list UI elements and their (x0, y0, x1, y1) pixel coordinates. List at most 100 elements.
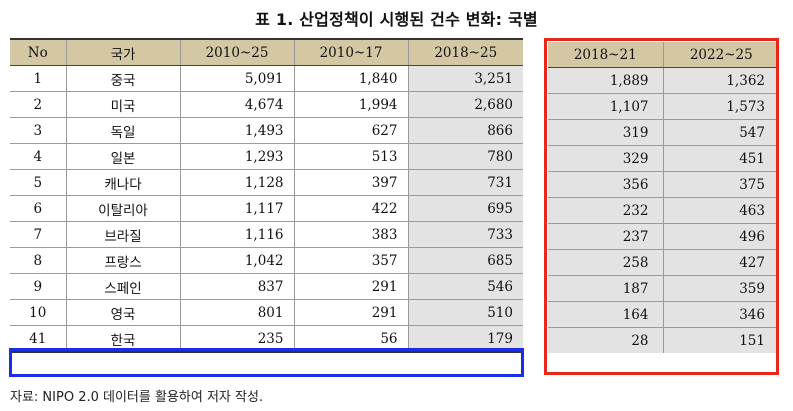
cell-no: 9 (10, 273, 66, 300)
cell-2022-25: 1,362 (662, 67, 779, 94)
cell-2018-21: 1,889 (548, 67, 663, 94)
cell-country: 프랑스 (65, 247, 180, 274)
cell-2022-25: 427 (662, 249, 779, 276)
cell-no: 8 (10, 247, 66, 274)
cell-2010-25: 5,091 (179, 65, 294, 92)
cell-2018-21: 232 (548, 197, 663, 224)
cell-2022-25: 151 (662, 327, 779, 353)
cell-2022-25: 1,573 (662, 93, 779, 120)
cell-country: 영국 (65, 299, 180, 326)
cell-country: 독일 (65, 117, 180, 144)
table-row: 8 프랑스 1,042 357 685 (10, 247, 523, 274)
cell-2010-17: 513 (293, 143, 408, 170)
cell-no: 41 (10, 325, 66, 353)
table-row: 164 346 (548, 301, 779, 328)
cell-country: 이탈리아 (65, 195, 180, 222)
cell-country: 브라질 (65, 221, 180, 248)
cell-country: 일본 (65, 143, 180, 170)
cell-no: 6 (10, 195, 66, 222)
cell-no: 2 (10, 91, 66, 118)
header-no: No (10, 39, 66, 66)
cell-2018-21: 187 (548, 275, 663, 302)
cell-2018-25: 780 (407, 143, 523, 170)
table-row: 319 547 (548, 119, 779, 146)
cell-2010-25: 235 (179, 325, 294, 353)
cell-country: 중국 (65, 65, 180, 92)
cell-2018-25: 685 (407, 247, 523, 274)
cell-2018-25: 733 (407, 221, 523, 248)
table-row: 41 한국 235 56 179 (10, 325, 523, 353)
cell-2010-25: 1,493 (179, 117, 294, 144)
period-split-table: 2018~21 2022~25 1,889 1,362 1,107 1,573 319 5… (548, 42, 779, 353)
period-split-header-row: 2018~21 2022~25 (548, 42, 779, 68)
cell-2018-21: 258 (548, 249, 663, 276)
cell-2010-17: 1,840 (293, 65, 408, 92)
header-2022-25: 2022~25 (662, 42, 779, 68)
cell-2018-25: 866 (407, 117, 523, 144)
cell-no: 7 (10, 221, 66, 248)
table-row: 258 427 (548, 249, 779, 276)
table-row: 10 영국 801 291 510 (10, 299, 523, 326)
table-row: 1,107 1,573 (548, 93, 779, 120)
cell-2010-17: 291 (293, 299, 408, 326)
source-note: 자료: NIPO 2.0 데이터를 활용하여 저자 작성. (10, 390, 264, 405)
header-2018-25: 2018~25 (407, 39, 523, 66)
cell-2010-17: 1,994 (293, 91, 408, 118)
header-country: 국가 (65, 39, 180, 66)
table-row: 237 496 (548, 223, 779, 250)
cell-2010-17: 383 (293, 221, 408, 248)
cell-2022-25: 451 (662, 145, 779, 172)
table-row: 3 독일 1,493 627 866 (10, 117, 523, 144)
header-2018-21: 2018~21 (548, 42, 663, 68)
cell-2018-25: 2,680 (407, 91, 523, 118)
cell-2018-21: 319 (548, 119, 663, 146)
table-row: 329 451 (548, 145, 779, 172)
table-row: 356 375 (548, 171, 779, 198)
cell-2010-17: 291 (293, 273, 408, 300)
cell-2018-21: 237 (548, 223, 663, 250)
cell-2022-25: 496 (662, 223, 779, 250)
cell-2018-21: 356 (548, 171, 663, 198)
cell-2010-25: 1,116 (179, 221, 294, 248)
header-2010-17: 2010~17 (293, 39, 408, 66)
cell-2022-25: 463 (662, 197, 779, 224)
cell-2010-17: 56 (293, 325, 408, 353)
cell-2010-17: 357 (293, 247, 408, 274)
cell-2022-25: 547 (662, 119, 779, 146)
cell-2010-25: 4,674 (179, 91, 294, 118)
cell-country: 미국 (65, 91, 180, 118)
table-row: 4 일본 1,293 513 780 (10, 143, 523, 170)
cell-2018-25: 179 (407, 325, 523, 353)
cell-no: 10 (10, 299, 66, 326)
cell-2010-25: 1,117 (179, 195, 294, 222)
table-row: 9 스페인 837 291 546 (10, 273, 523, 300)
cell-2010-25: 1,128 (179, 169, 294, 196)
cell-no: 3 (10, 117, 66, 144)
cell-2018-25: 731 (407, 169, 523, 196)
header-2010-25: 2010~25 (179, 39, 294, 66)
cell-2018-21: 28 (548, 327, 663, 353)
table-row: 2 미국 4,674 1,994 2,680 (10, 91, 523, 118)
cell-2018-25: 3,251 (407, 65, 523, 92)
table-row: 232 463 (548, 197, 779, 224)
cell-2018-25: 546 (407, 273, 523, 300)
table-row: 187 359 (548, 275, 779, 302)
cell-no: 5 (10, 169, 66, 196)
cell-no: 1 (10, 65, 66, 92)
cell-country: 스페인 (65, 273, 180, 300)
cell-2010-17: 627 (293, 117, 408, 144)
cell-2010-25: 1,293 (179, 143, 294, 170)
table-row: 1,889 1,362 (548, 67, 779, 94)
cell-2018-21: 1,107 (548, 93, 663, 120)
cell-country: 캐나다 (65, 169, 180, 196)
main-table-header-row: No 국가 2010~25 2010~17 2018~25 (10, 39, 523, 66)
table-title: 표 1. 산업정책이 시행된 건수 변화: 국별 (255, 10, 538, 29)
cell-2010-25: 837 (179, 273, 294, 300)
table-row: 1 중국 5,091 1,840 3,251 (10, 65, 523, 92)
cell-2022-25: 346 (662, 301, 779, 328)
cell-no: 4 (10, 143, 66, 170)
table-row: 6 이탈리아 1,117 422 695 (10, 195, 523, 222)
table-row: 7 브라질 1,116 383 733 (10, 221, 523, 248)
cell-2010-25: 801 (179, 299, 294, 326)
cell-2018-21: 164 (548, 301, 663, 328)
